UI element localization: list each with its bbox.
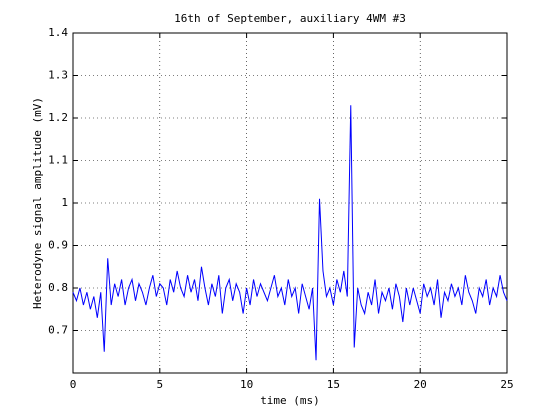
x-tick-label: 0 xyxy=(70,378,77,391)
x-tick-label: 20 xyxy=(414,378,427,391)
x-tick-label: 10 xyxy=(240,378,253,391)
y-tick-label: 1.4 xyxy=(48,26,68,39)
y-axis-label: Heterodyne signal amplitude (mV) xyxy=(31,97,44,309)
y-tick-label: 1.3 xyxy=(48,69,68,82)
chart-title: 16th of September, auxiliary 4WM #3 xyxy=(174,12,406,25)
plot-frame xyxy=(72,32,508,374)
x-tick-label: 15 xyxy=(327,378,340,391)
y-tick-label: 1.1 xyxy=(48,154,68,167)
x-tick-label: 25 xyxy=(500,378,513,391)
y-tick-label: 0.9 xyxy=(48,239,68,252)
data-line xyxy=(72,105,508,361)
y-tick-label: 1 xyxy=(61,196,68,209)
y-tick-label: 0.8 xyxy=(48,281,68,294)
y-tick-label: 1.2 xyxy=(48,111,68,124)
x-axis-label: time (ms) xyxy=(260,394,320,407)
y-tick-label: 0.7 xyxy=(48,324,68,337)
x-tick-label: 5 xyxy=(156,378,163,391)
